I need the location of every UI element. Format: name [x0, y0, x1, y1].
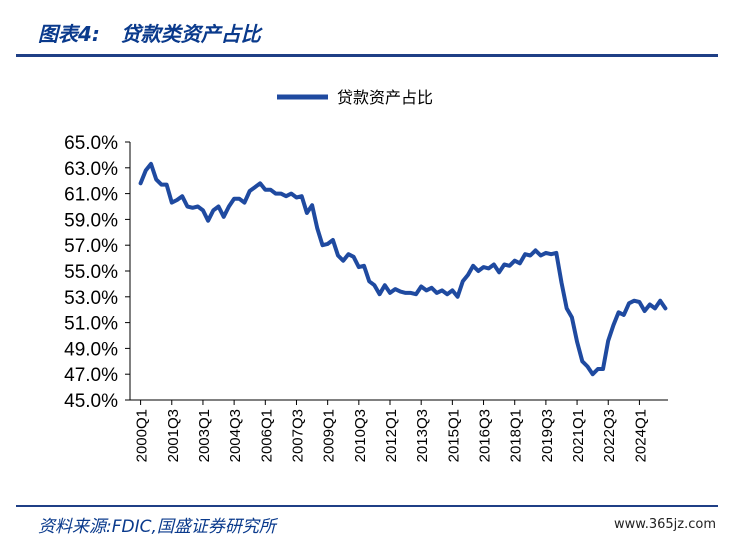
x-tick-label: 2021Q1: [570, 409, 587, 462]
y-tick-label: 55.0%: [64, 262, 118, 283]
x-tick-label: 2013Q3: [414, 409, 431, 462]
y-tick-label: 65.0%: [64, 133, 118, 154]
x-tick-label: 2010Q3: [352, 409, 369, 462]
top-rule: [16, 54, 718, 57]
x-tick-label: 2000Q1: [134, 409, 151, 462]
x-tick-label: 2024Q1: [632, 409, 649, 462]
x-tick-label: 2003Q1: [196, 409, 213, 462]
chart-title: 图表4: 贷款类资产占比: [38, 22, 261, 46]
y-tick-label: 51.0%: [64, 314, 118, 335]
x-tick-label: 2012Q1: [383, 409, 400, 462]
x-tick-label: 2018Q1: [508, 409, 525, 462]
y-tick-label: 49.0%: [64, 339, 118, 360]
y-tick-label: 57.0%: [64, 236, 118, 257]
x-tick-label: 2015Q1: [445, 409, 462, 462]
x-tick-label: 2004Q3: [227, 409, 244, 462]
plot-area: [138, 161, 668, 377]
legend-label: 贷款资产占比: [337, 88, 433, 107]
x-tick-label: 2001Q3: [165, 409, 182, 462]
x-tick-label: 2009Q1: [321, 409, 338, 462]
y-tick-label: 59.0%: [64, 210, 118, 231]
y-tick-label: 61.0%: [64, 185, 118, 206]
x-tick-label: 2006Q1: [258, 409, 275, 462]
y-axis: 65.0% 63.0% 61.0% 59.0% 57.0% 55.0% 53.0% 51.0%…: [64, 133, 131, 412]
x-axis: 2000Q1 2001Q3 2003Q1 2004Q3 2006Q1 2007Q3 2009…: [130, 399, 668, 462]
y-tick-label: 63.0%: [64, 159, 118, 180]
x-tick-label: 2007Q3: [289, 409, 306, 462]
series-line: [138, 161, 668, 377]
y-tick-label: 45.0%: [64, 391, 118, 412]
line-chart: 贷款资产占比 65.0% 63.0% 61.0% 59.0% 57.0% 55.0% 53.…: [64, 88, 668, 462]
source-note: 资料来源:FDIC,国盛证券研究所: [38, 517, 276, 537]
y-tick-label: 47.0%: [64, 365, 118, 386]
x-tick-label: 2016Q3: [477, 409, 494, 462]
watermark: www.365jz.com: [614, 517, 716, 532]
bottom-rule: [16, 505, 718, 507]
x-tick-label: 2022Q3: [601, 409, 618, 462]
legend: 贷款资产占比: [277, 88, 433, 107]
x-tick-label: 2019Q3: [539, 409, 556, 462]
y-tick-label: 53.0%: [64, 288, 118, 309]
